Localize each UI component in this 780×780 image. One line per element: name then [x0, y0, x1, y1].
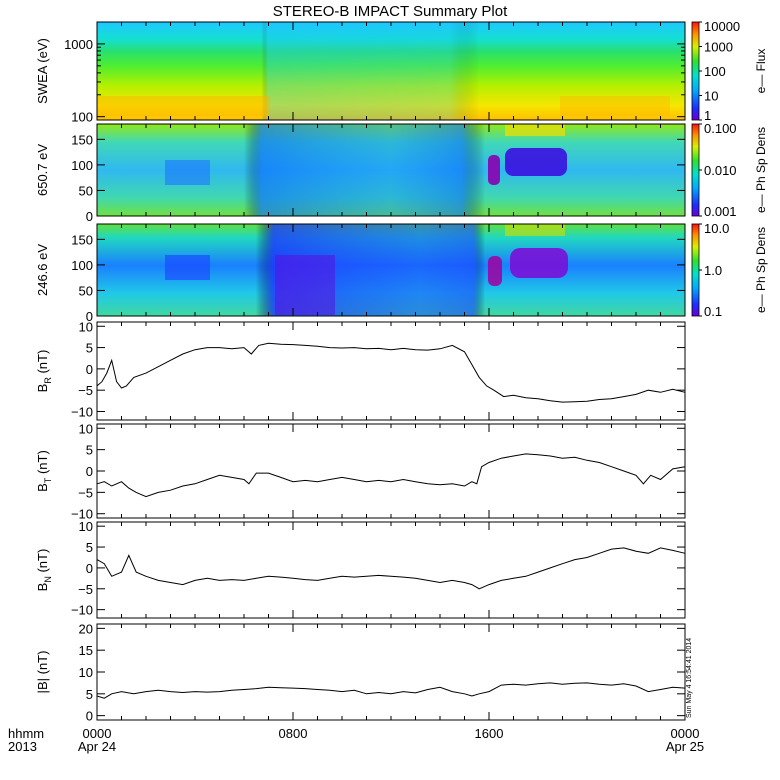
- y-tick-label: 100: [71, 258, 93, 273]
- y-tick-label: 50: [79, 183, 93, 198]
- colorbar-tick-label: 1000: [704, 40, 733, 55]
- y-tick-label: 5: [86, 540, 93, 555]
- series-line-7: [96, 682, 686, 699]
- colorbar-tick-label: 10.0: [704, 221, 729, 236]
- y-tick-label: 10: [79, 519, 93, 534]
- colorbar-tick-label: 0.001: [704, 204, 737, 219]
- panel-7: 0 5 10 15 20 |B| (nT): [35, 621, 686, 724]
- chart-title: STEREO-B IMPACT Summary Plot: [273, 3, 508, 20]
- y-tick-label: 10: [79, 319, 93, 334]
- corner-year: 2013: [8, 739, 37, 754]
- y-tick-label: 50: [79, 283, 93, 298]
- panel-5: −10 −5 0 5 10 BT (nT): [35, 421, 686, 522]
- e650-heatmap: [97, 124, 685, 216]
- series-line-5: [96, 453, 686, 498]
- swea-heatmap: [97, 22, 685, 120]
- y-tick-label: −10: [71, 507, 93, 522]
- colorbar-gradient: [691, 21, 700, 121]
- x-tick-label: 0000: [671, 726, 700, 741]
- x-tick-label: 1600: [475, 726, 504, 741]
- colorbar-tick-label: 100: [704, 64, 726, 79]
- x-date-label: Apr 25: [666, 739, 704, 754]
- colorbar-tick-label: 0.010: [704, 163, 737, 178]
- panel-3: 0 50 100 150 246.6 eV: [35, 223, 686, 324]
- y-axis-label: BN (nT): [35, 549, 53, 592]
- y-tick-label: 10: [79, 421, 93, 436]
- y-tick-label: 150: [71, 132, 93, 147]
- y-axis-label: BT (nT): [35, 450, 53, 492]
- y-tick-label: 0: [86, 209, 93, 224]
- y-tick-label: 0: [86, 464, 93, 479]
- y-tick-label: −10: [71, 603, 93, 618]
- y-tick-label: −10: [71, 404, 93, 419]
- colorbar-gradient: [691, 223, 700, 317]
- y-tick-label: 100: [71, 110, 93, 125]
- y-tick-label: 0: [86, 362, 93, 377]
- panel-4: −10 −5 0 5 10 BR (nT): [35, 319, 686, 421]
- y-axis-label: 650.7 eV: [35, 144, 50, 196]
- x-tick-label: 0800: [279, 726, 308, 741]
- timestamp-stamp: Sun May 4 16:54:41 2014: [686, 638, 693, 718]
- panel-frame: [96, 521, 686, 619]
- colorbar-label: e— Ph Sp Dens: [754, 227, 768, 313]
- panel-2: 0 50 100 150 650.7 eV: [35, 123, 686, 224]
- x-date-label: Apr 24: [78, 739, 116, 754]
- series-line-4: [96, 342, 686, 403]
- y-axis-label: SWEA (eV): [35, 38, 50, 104]
- colorbar-label: e— Flux: [754, 49, 768, 94]
- colorbar-1: 1 10 100 1000 10000 e— Flux: [691, 19, 768, 123]
- y-tick-label: 0: [86, 309, 93, 324]
- colorbar-3: 0.1 1.0 10.0 e— Ph Sp Dens: [691, 221, 768, 319]
- y-tick-label: −5: [78, 383, 93, 398]
- y-tick-label: 5: [86, 443, 93, 458]
- panel-frame: [96, 623, 686, 721]
- colorbar-tick-label: 0.1: [704, 304, 722, 319]
- colorbar-tick-label: 1.0: [704, 263, 722, 278]
- y-tick-label: 5: [86, 341, 93, 356]
- y-axis-label: BR (nT): [35, 350, 53, 393]
- colorbar-tick-label: 10: [704, 89, 718, 104]
- y-tick-label: 150: [71, 232, 93, 247]
- panel-6: −10 −5 0 5 10 BN (nT): [35, 519, 686, 619]
- panel-1: 100 1000 SWEA (eV): [35, 21, 686, 125]
- colorbar-tick-label: 10000: [704, 19, 740, 34]
- y-tick-label: 20: [79, 621, 93, 636]
- x-tick-label: 0000: [83, 726, 112, 741]
- colorbar-tick-label: 1: [704, 108, 711, 123]
- y-tick-label: −5: [78, 485, 93, 500]
- y-tick-label: 100: [71, 158, 93, 173]
- y-tick-label: 0: [86, 709, 93, 724]
- y-tick-label: 10: [79, 665, 93, 680]
- y-axis-label: 246.6 eV: [35, 244, 50, 296]
- colorbar-tick-label: 0.100: [704, 121, 737, 136]
- colorbar-2: 0.001 0.010 0.100 e— Ph Sp Dens: [691, 121, 768, 219]
- y-tick-label: −5: [78, 582, 93, 597]
- y-tick-label: 15: [79, 643, 93, 658]
- colorbar-label: e— Ph Sp Dens: [754, 127, 768, 213]
- colorbar-gradient: [691, 123, 700, 217]
- series-line-6: [96, 547, 686, 590]
- y-tick-label: 0: [86, 561, 93, 576]
- e246-heatmap: [97, 224, 685, 316]
- y-tick-label: 5: [86, 687, 93, 702]
- corner-hhmm: hhmm: [8, 726, 44, 741]
- panel-frame: [96, 423, 686, 519]
- y-axis-label: |B| (nT): [35, 651, 50, 694]
- y-tick-label: 1000: [64, 37, 93, 52]
- panel-frame: [96, 321, 686, 421]
